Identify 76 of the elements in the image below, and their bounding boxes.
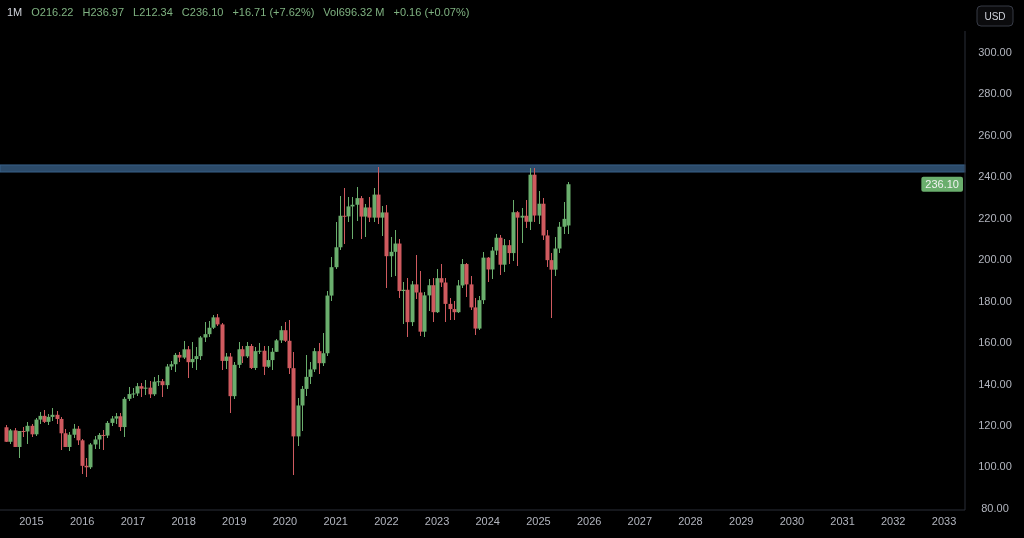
candlestick <box>266 345 271 369</box>
candlestick <box>67 431 72 452</box>
candlestick <box>21 426 26 438</box>
x-tick-label: 2025 <box>526 515 551 527</box>
text: Vol696.32 M <box>323 6 385 18</box>
candlestick <box>165 363 170 390</box>
x-tick-label: 2029 <box>729 515 754 527</box>
x-tick-label: 2030 <box>779 515 805 527</box>
candlestick <box>312 347 317 373</box>
y-tick-label: 220.00 <box>978 211 1012 224</box>
candlestick <box>50 407 55 422</box>
x-tick-label: 2018 <box>171 515 196 527</box>
text: +0.16 (+0.07%) <box>393 6 470 18</box>
x-tick-label: 2023 <box>424 515 450 527</box>
text: H236.97 <box>82 6 125 18</box>
candlestick <box>186 345 191 379</box>
text: C236.10 <box>181 6 224 18</box>
annotation: 236.10 <box>925 178 960 191</box>
candlestick <box>253 346 258 371</box>
x-tick-label: 2026 <box>576 515 602 527</box>
x-tick-label: 2033 <box>931 515 957 527</box>
y-axis-title: USD <box>984 10 1006 22</box>
x-tick-label: 2020 <box>272 515 298 527</box>
candlestick <box>342 187 347 245</box>
candlestick <box>486 256 491 283</box>
x-tick-label: 2015 <box>19 515 44 527</box>
y-tick-label: 140.00 <box>978 377 1012 390</box>
x-tick-label: 2022 <box>374 515 399 527</box>
y-tick-label: 280.00 <box>978 87 1012 100</box>
y-tick-label: 260.00 <box>978 128 1012 141</box>
candlestick <box>372 187 377 223</box>
candlestick <box>317 342 322 375</box>
text: +16.71 (+7.62%) <box>232 6 315 18</box>
candlestick <box>190 341 195 369</box>
candlestick <box>355 186 360 222</box>
candlestick <box>443 277 448 323</box>
y-tick-label: 120.00 <box>978 418 1012 431</box>
candlestick <box>464 262 469 298</box>
candlestick <box>17 430 22 459</box>
x-tick-label: 2021 <box>323 515 348 527</box>
candlestick <box>537 190 542 225</box>
candlestick <box>524 199 529 229</box>
x-tick-label: 2028 <box>678 515 703 527</box>
y-tick-label: 160.00 <box>978 336 1012 349</box>
y-tick-label: 100.00 <box>978 460 1012 473</box>
candlestick <box>520 207 525 244</box>
text: L212.34 <box>133 6 173 18</box>
x-tick-label: 2024 <box>475 515 500 527</box>
text: O216.22 <box>31 6 74 18</box>
candlestick <box>262 345 267 376</box>
candlestick <box>427 278 432 312</box>
x-tick-label: 2027 <box>627 515 653 527</box>
candlestick <box>502 238 507 273</box>
candlestick <box>363 203 368 238</box>
y-tick-label: 80.00 <box>981 501 1009 514</box>
x-tick-label: 2019 <box>222 515 247 527</box>
x-tick-label: 2016 <box>69 515 95 527</box>
x-tick-label: 2031 <box>830 515 855 527</box>
y-tick-label: 240.00 <box>978 170 1012 183</box>
candlestick <box>448 297 453 321</box>
candlestick <box>88 442 93 470</box>
x-tick-label: 2017 <box>120 515 146 527</box>
candlestick <box>198 335 203 361</box>
candlestick <box>367 196 372 223</box>
candlestick <box>380 205 385 237</box>
candlestick <box>270 347 275 371</box>
y-tick-label: 200.00 <box>978 253 1012 266</box>
chart-title: 1M <box>7 6 23 18</box>
candlestick <box>359 195 364 240</box>
candlestick <box>515 210 520 267</box>
candlestick <box>452 300 457 321</box>
x-tick-label: 2032 <box>881 515 906 527</box>
y-tick-label: 180.00 <box>978 294 1012 307</box>
candlestick <box>393 229 398 277</box>
candlestick <box>507 239 512 265</box>
y-tick-label: 300.00 <box>978 45 1012 58</box>
